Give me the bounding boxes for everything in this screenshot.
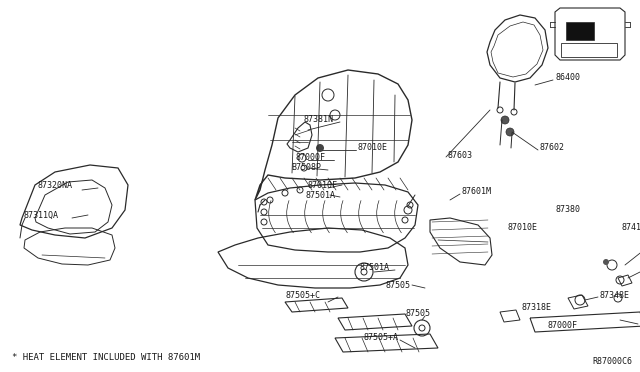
Text: 87505+C: 87505+C <box>285 292 320 301</box>
Text: 87010E: 87010E <box>508 224 538 232</box>
Text: 87505: 87505 <box>386 280 411 289</box>
Text: 87000F: 87000F <box>548 321 578 330</box>
Circle shape <box>506 128 514 136</box>
Text: 87603: 87603 <box>448 151 473 160</box>
Text: B7508P: B7508P <box>291 164 321 173</box>
Circle shape <box>603 259 609 265</box>
Text: 87311QA: 87311QA <box>23 211 58 219</box>
Text: 87501A: 87501A <box>305 190 335 199</box>
Text: 87010F: 87010F <box>308 180 338 189</box>
Text: 87318E: 87318E <box>522 304 552 312</box>
Text: 87601M: 87601M <box>462 187 492 196</box>
Text: 87348E: 87348E <box>600 291 630 299</box>
Text: 87501A: 87501A <box>360 263 390 273</box>
Circle shape <box>501 116 509 124</box>
Text: 87418+A: 87418+A <box>622 224 640 232</box>
Text: 87602: 87602 <box>540 144 565 153</box>
Circle shape <box>316 144 324 152</box>
Text: R87000C6: R87000C6 <box>592 357 632 366</box>
Text: * HEAT ELEMENT INCLUDED WITH 87601M: * HEAT ELEMENT INCLUDED WITH 87601M <box>12 353 200 362</box>
Polygon shape <box>566 22 594 40</box>
Text: 87320NA: 87320NA <box>38 180 73 189</box>
Text: 87505: 87505 <box>405 310 430 318</box>
Text: 87010E: 87010E <box>358 144 388 153</box>
Text: 86400: 86400 <box>555 74 580 83</box>
Text: 87000F: 87000F <box>296 154 326 163</box>
Text: 87505+A: 87505+A <box>364 334 399 343</box>
Text: 87381N: 87381N <box>304 115 334 125</box>
Text: 87380: 87380 <box>555 205 580 215</box>
